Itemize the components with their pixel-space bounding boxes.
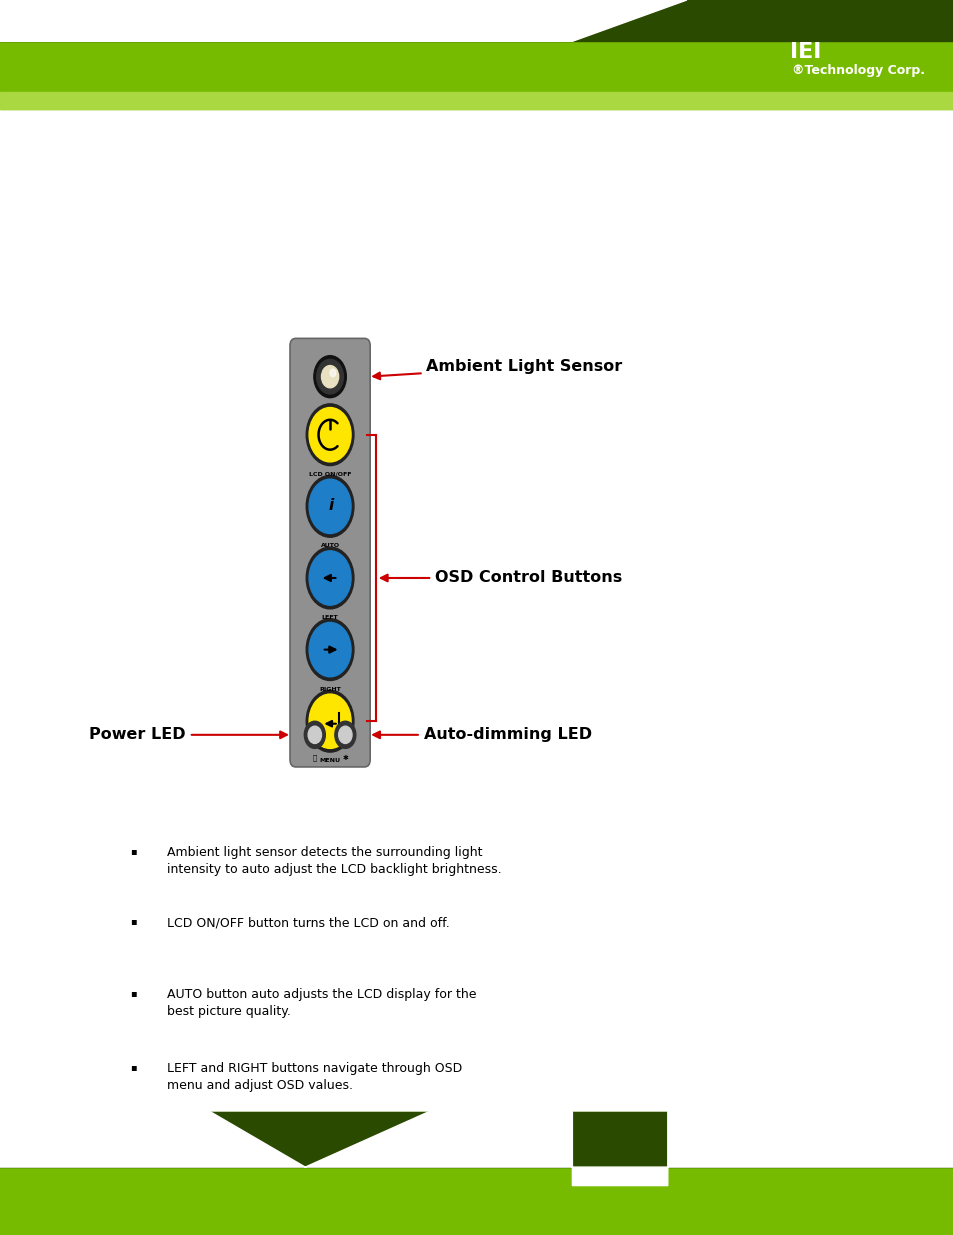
Text: ®Technology Corp.: ®Technology Corp. <box>792 64 924 77</box>
Text: ▪: ▪ <box>131 846 136 856</box>
Text: ▪: ▪ <box>131 1062 136 1072</box>
Circle shape <box>309 694 351 748</box>
Circle shape <box>309 479 351 534</box>
Text: ⏻: ⏻ <box>313 755 316 761</box>
Text: RIGHT: RIGHT <box>319 687 340 692</box>
Circle shape <box>304 721 325 748</box>
Circle shape <box>321 366 338 388</box>
Circle shape <box>306 547 354 609</box>
Text: IEI: IEI <box>790 42 821 62</box>
Text: Power LED: Power LED <box>90 727 287 742</box>
Text: LEFT and RIGHT buttons navigate through OSD
menu and adjust OSD values.: LEFT and RIGHT buttons navigate through … <box>167 1062 461 1092</box>
Text: AUTO: AUTO <box>320 543 339 548</box>
Circle shape <box>314 356 346 398</box>
Text: ▪: ▪ <box>131 916 136 926</box>
Text: Auto-dimming LED: Auto-dimming LED <box>373 727 591 742</box>
Text: LCD ON/OFF: LCD ON/OFF <box>309 472 351 477</box>
Circle shape <box>309 551 351 605</box>
Circle shape <box>330 369 335 377</box>
Text: LCD ON/OFF button turns the LCD on and off.: LCD ON/OFF button turns the LCD on and o… <box>167 916 449 930</box>
Bar <box>0 93 953 109</box>
Text: Ambient light sensor detects the surrounding light
intensity to auto adjust the : Ambient light sensor detects the surroun… <box>167 846 501 876</box>
Text: ✱: ✱ <box>342 755 348 761</box>
Circle shape <box>306 690 354 752</box>
Text: i: i <box>328 498 334 513</box>
Circle shape <box>306 404 354 466</box>
Circle shape <box>316 359 343 394</box>
FancyBboxPatch shape <box>290 338 370 767</box>
Text: LEFT: LEFT <box>321 615 338 620</box>
Circle shape <box>309 622 351 677</box>
Bar <box>0 0 953 41</box>
Text: AUTO button auto adjusts the LCD display for the
best picture quality.: AUTO button auto adjusts the LCD display… <box>167 988 476 1018</box>
Text: OSD Control Buttons: OSD Control Buttons <box>380 571 621 585</box>
Text: ▪: ▪ <box>131 988 136 998</box>
Bar <box>0 1112 953 1167</box>
Polygon shape <box>0 1112 953 1186</box>
Text: MENU: MENU <box>319 758 340 763</box>
Circle shape <box>308 726 321 743</box>
Circle shape <box>338 726 352 743</box>
Circle shape <box>335 721 355 748</box>
Bar <box>0 0 953 109</box>
Text: Ambient Light Sensor: Ambient Light Sensor <box>373 359 622 379</box>
Circle shape <box>306 619 354 680</box>
Bar <box>0 1112 953 1235</box>
Polygon shape <box>0 0 686 41</box>
Circle shape <box>309 408 351 462</box>
Circle shape <box>306 475 354 537</box>
